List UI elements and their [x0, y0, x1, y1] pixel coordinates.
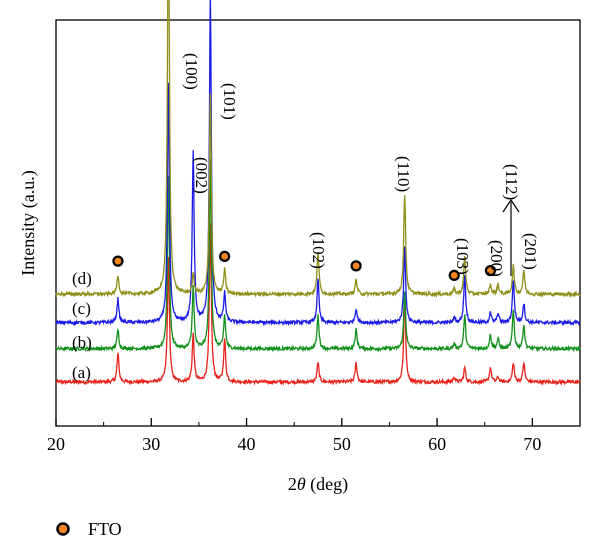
legend-fto-marker — [56, 522, 70, 536]
series-label-c: (c) — [72, 299, 91, 318]
series-label-d: (d) — [72, 269, 92, 288]
legend-fto-label: FTO — [88, 519, 122, 539]
series-line-d — [55, 0, 581, 299]
x-tick-label: 60 — [428, 434, 446, 454]
peak-label-200: (200) — [487, 240, 506, 277]
series-label-b: (b) — [72, 333, 92, 352]
arrow-112-head — [502, 198, 520, 213]
x-tick-label: 30 — [142, 434, 160, 454]
fto-marker — [112, 255, 124, 267]
series-label-a: (a) — [72, 363, 91, 382]
series-line-a — [55, 223, 581, 386]
peak-label-002: (002) — [192, 157, 211, 194]
peak-label-112: (112) — [502, 164, 521, 200]
peak-label-103: (103) — [453, 238, 472, 275]
fto-marker — [350, 260, 362, 272]
peak-label-110: (110) — [394, 156, 413, 192]
peak-label-100: (100) — [182, 53, 201, 90]
x-tick-label: 70 — [523, 434, 541, 454]
series-layer — [55, 0, 581, 386]
peak-label-102: (102) — [309, 232, 328, 269]
series-line-c — [55, 0, 581, 327]
fto-marker — [448, 269, 460, 281]
fto-marker — [219, 250, 231, 262]
x-tick-label: 50 — [333, 434, 351, 454]
y-axis-title: Intensity (a.u.) — [18, 170, 39, 275]
peak-label-101: (101) — [220, 83, 239, 120]
peak-label-201: (201) — [521, 233, 540, 270]
x-tick-label: 40 — [238, 434, 256, 454]
x-tick-label: 20 — [47, 434, 65, 454]
plot-frame — [55, 19, 581, 427]
fto-marker — [484, 265, 497, 277]
series-line-b — [55, 158, 581, 353]
fto-marker-layer — [112, 250, 497, 281]
x-ticks: 20 30 40 50 60 70 — [47, 418, 541, 454]
x-axis-title: 2θ (deg) — [288, 474, 348, 495]
